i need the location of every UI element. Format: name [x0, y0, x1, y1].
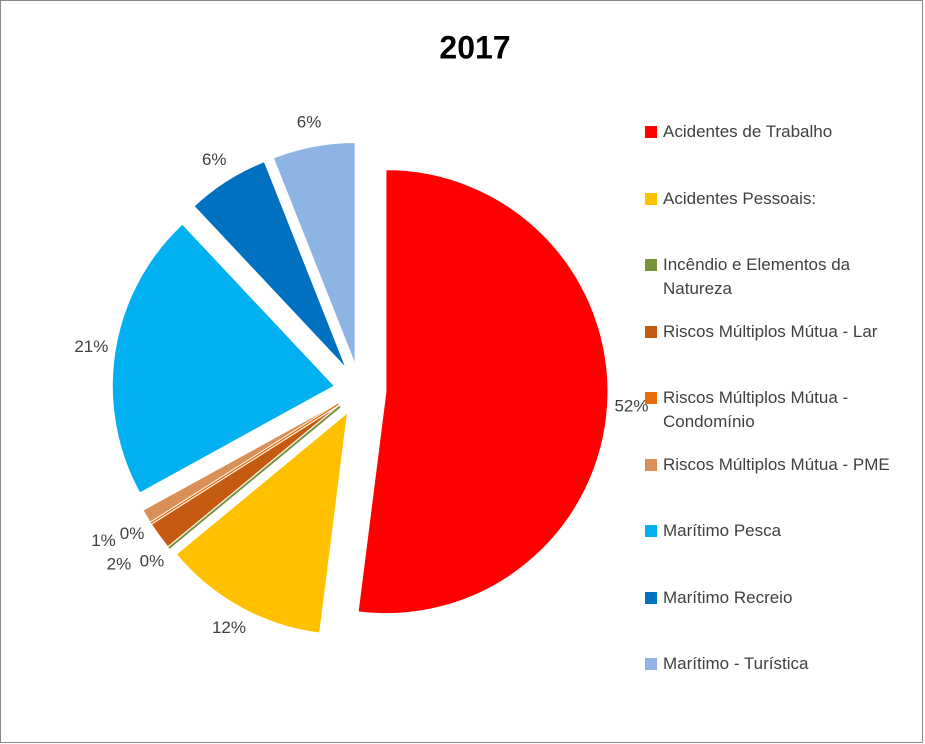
- legend-item: Riscos Múltiplos Mútua - PME: [645, 453, 920, 477]
- pie-slice: [142, 402, 338, 523]
- pie-slice: [168, 405, 341, 549]
- legend-label: Riscos Múltiplos Mútua - Lar: [663, 321, 878, 341]
- data-label: 1%: [91, 531, 116, 550]
- legend-label: Acidentes de Trabalho: [663, 122, 833, 141]
- data-label: 6%: [202, 150, 227, 169]
- legend-item: Riscos Múltiplos Mútua - Lar: [645, 320, 920, 344]
- legend-item: Marítimo Pesca: [645, 519, 920, 543]
- pie-slice: [175, 411, 349, 634]
- data-label: 2%: [107, 555, 132, 574]
- legend-swatch: [645, 126, 657, 138]
- legend-item: Marítimo Recreio: [645, 586, 920, 610]
- legend-label: Acidentes Pessoais:: [663, 188, 817, 208]
- data-label: 21%: [74, 337, 108, 356]
- pie-slice: [111, 223, 336, 494]
- pie-slice: [193, 160, 347, 369]
- legend-swatch: [645, 525, 657, 537]
- legend-item: Riscos Múltiplos Mútua - Condomínio: [645, 386, 920, 434]
- pie-slice: [150, 404, 340, 548]
- pie-slice: [272, 141, 356, 365]
- legend-label: Marítimo Recreio: [663, 587, 793, 607]
- chart-title: 2017: [439, 29, 510, 65]
- legend-label: Marítimo Pesca: [663, 521, 782, 540]
- legend-item: Acidentes de Trabalho: [645, 120, 920, 144]
- legend-label: Marítimo - Turística: [663, 654, 809, 673]
- legend-swatch: [645, 259, 657, 271]
- legend-swatch: [645, 325, 657, 338]
- legend-item: Incêndio e Elementos da Natureza: [645, 253, 920, 301]
- legend-swatch: [645, 658, 657, 670]
- legend-swatch: [645, 458, 657, 471]
- legend-swatch: [645, 392, 657, 404]
- data-label: 52%: [614, 397, 648, 416]
- data-label: 0%: [120, 524, 145, 543]
- legend-label: Incêndio e Elementos da Natureza: [663, 255, 851, 298]
- legend-item: Acidentes Pessoais:: [645, 187, 920, 211]
- pie-slice: [357, 169, 609, 615]
- legend-item: Marítimo - Turística: [645, 652, 920, 676]
- legend-label: Riscos Múltiplos Mútua - Condomínio: [663, 388, 849, 431]
- legend-swatch: [645, 591, 657, 604]
- data-label: 12%: [212, 618, 246, 637]
- legend-label: Riscos Múltiplos Mútua - PME: [663, 454, 890, 474]
- data-label: 6%: [297, 112, 322, 131]
- legend-swatch: [645, 192, 657, 205]
- pie-slice: [150, 403, 339, 524]
- data-label: 0%: [140, 552, 165, 571]
